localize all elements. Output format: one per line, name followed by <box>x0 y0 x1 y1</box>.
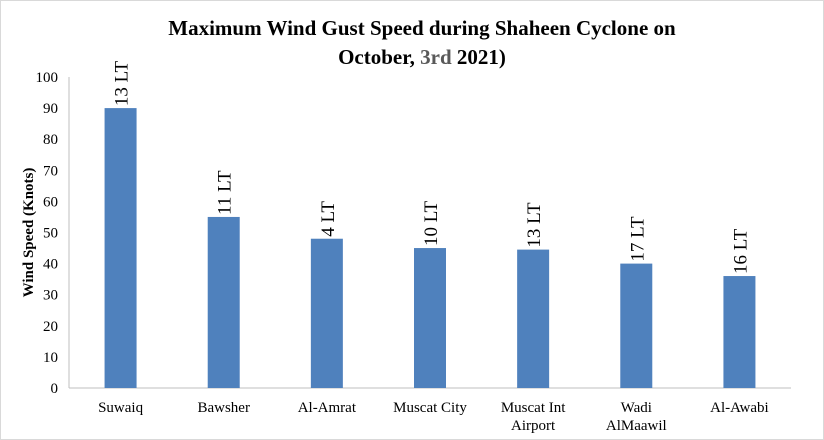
y-tick-label: 90 <box>43 101 58 117</box>
y-tick-label: 70 <box>43 163 58 179</box>
y-tick-label: 100 <box>36 70 59 86</box>
chart-title-line2-a: October, <box>338 45 421 69</box>
chart-title: Maximum Wind Gust Speed during Shaheen C… <box>0 14 824 72</box>
bar <box>310 238 343 388</box>
y-tick-label: 10 <box>43 350 58 366</box>
data-label: 11 LT <box>215 170 236 215</box>
x-category-label: Suwaiq <box>98 400 144 416</box>
y-tick-label: 30 <box>43 288 58 304</box>
y-tick-label: 20 <box>43 319 58 335</box>
x-category-label: AlMaawil <box>606 418 667 434</box>
y-tick-label: 60 <box>43 194 58 210</box>
bar <box>104 108 137 388</box>
data-label: 16 LT <box>730 228 751 274</box>
data-label: 10 LT <box>421 200 442 246</box>
y-axis-label: Wind Speed (Knots) <box>21 168 37 298</box>
x-category-label: Muscat City <box>393 400 467 416</box>
data-label: 17 LT <box>627 216 648 262</box>
x-category-label: Bawsher <box>197 400 250 416</box>
bar <box>414 248 446 388</box>
x-category-label: Muscat Int <box>501 400 566 416</box>
y-tick-label: 80 <box>43 132 58 148</box>
y-tick-label: 0 <box>51 381 59 397</box>
bar <box>620 263 653 388</box>
chart-title-line2: October, 3rd 2021) <box>0 43 824 72</box>
bar <box>517 249 550 388</box>
y-tick-label: 50 <box>43 226 58 242</box>
bar <box>207 216 240 388</box>
x-category-label: Wadi <box>621 400 652 416</box>
chart-title-line1: Maximum Wind Gust Speed during Shaheen C… <box>168 16 676 40</box>
data-label: 13 LT <box>524 202 545 248</box>
chart-title-line2-c: 2021) <box>451 45 506 69</box>
data-label: 13 LT <box>112 60 133 106</box>
y-tick-label: 40 <box>43 257 58 273</box>
chart-title-line2-b: 3rd <box>420 45 452 69</box>
data-label: 4 LT <box>318 201 339 237</box>
x-category-label: Airport <box>511 418 556 434</box>
x-category-label: Al-Awabi <box>710 400 769 416</box>
bar <box>723 276 756 388</box>
x-category-label: Al-Amrat <box>298 400 357 416</box>
